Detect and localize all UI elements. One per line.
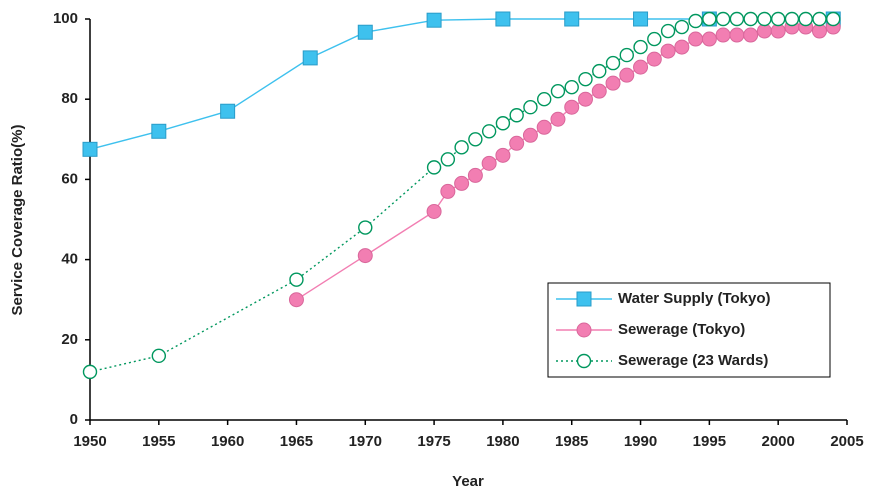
data-point (688, 31, 704, 47)
data-point (289, 272, 304, 287)
data-point (468, 132, 483, 147)
data-point (495, 116, 511, 131)
data-point (220, 103, 236, 119)
data-point (357, 248, 373, 264)
legend-marker (576, 291, 592, 307)
data-point (743, 11, 758, 27)
data-point (784, 11, 800, 27)
x-tick-label: 1965 (280, 433, 313, 450)
x-tick-label: 1950 (73, 433, 106, 450)
data-point (357, 24, 373, 40)
data-point (826, 11, 841, 27)
y-tick-label: 20 (61, 331, 78, 348)
data-point (701, 31, 717, 47)
y-tick-label: 0 (70, 411, 78, 428)
data-point (481, 155, 497, 171)
data-point (743, 27, 759, 43)
data-point (605, 55, 621, 71)
data-point (537, 91, 552, 107)
data-point (564, 11, 580, 27)
data-point (564, 99, 580, 115)
x-tick-label: 1970 (349, 433, 382, 450)
x-tick-label: 2000 (761, 433, 794, 450)
x-tick-label: 1995 (693, 433, 726, 450)
data-point (715, 11, 731, 27)
legend-label: Sewerage (23 Wards) (618, 352, 768, 369)
data-point (729, 11, 745, 27)
data-point (440, 152, 456, 167)
data-point (702, 11, 717, 27)
legend-label: Sewerage (Tokyo) (618, 321, 745, 338)
x-tick-label: 1980 (486, 433, 519, 450)
data-point (564, 79, 579, 95)
data-point (481, 124, 497, 139)
data-point (619, 47, 634, 63)
data-point (426, 12, 442, 28)
x-tick-label: 1985 (555, 433, 588, 450)
x-tick-label: 1955 (142, 433, 175, 450)
series-line (296, 26, 834, 301)
data-point (715, 27, 731, 43)
data-point (523, 100, 538, 115)
data-point (660, 43, 676, 59)
data-point (509, 108, 524, 123)
data-point (798, 11, 813, 27)
x-tick-label: 1975 (417, 433, 450, 450)
data-point (577, 91, 593, 107)
data-point (633, 11, 649, 27)
data-point (674, 39, 690, 55)
x-tick-label: 2005 (830, 433, 863, 450)
data-point (440, 183, 456, 199)
y-tick-label: 60 (61, 170, 78, 187)
data-point (495, 11, 511, 27)
data-point (522, 127, 538, 143)
y-tick-label: 100 (53, 10, 78, 27)
data-point (550, 83, 566, 99)
y-axis-label: Service Coverage Ratio(%) (9, 125, 26, 316)
data-point (426, 160, 442, 175)
data-point (454, 140, 469, 155)
data-point (151, 123, 167, 139)
y-tick-label: 40 (61, 251, 78, 268)
series-line (89, 18, 834, 373)
data-point (688, 13, 703, 29)
data-point (151, 348, 167, 364)
y-tick-label: 80 (61, 90, 78, 107)
data-point (633, 59, 649, 75)
x-tick-label: 1960 (211, 433, 244, 450)
data-point (82, 364, 98, 380)
data-point (619, 67, 635, 83)
data-point (592, 63, 607, 79)
data-point (495, 147, 511, 163)
data-point (550, 111, 566, 127)
data-point (288, 292, 304, 308)
x-axis-label: Year (452, 473, 484, 490)
data-point (674, 19, 690, 35)
data-point (426, 203, 442, 219)
legend-marker (576, 322, 592, 338)
data-point (633, 39, 648, 55)
data-point (536, 119, 552, 135)
data-point (509, 135, 525, 151)
data-point (770, 11, 786, 27)
data-point (302, 50, 318, 66)
data-point (454, 175, 470, 191)
data-point (578, 71, 593, 87)
data-point (646, 51, 662, 67)
data-point (358, 220, 373, 235)
x-tick-label: 1990 (624, 433, 657, 450)
data-point (647, 31, 662, 47)
data-point (82, 141, 98, 157)
legend-label: Water Supply (Tokyo) (618, 290, 771, 307)
data-point (812, 11, 827, 27)
data-point (467, 167, 483, 183)
data-point (660, 23, 676, 39)
data-point (729, 27, 745, 43)
legend-marker (576, 353, 592, 369)
data-point (605, 75, 621, 91)
data-point (757, 11, 772, 27)
data-point (591, 83, 607, 99)
